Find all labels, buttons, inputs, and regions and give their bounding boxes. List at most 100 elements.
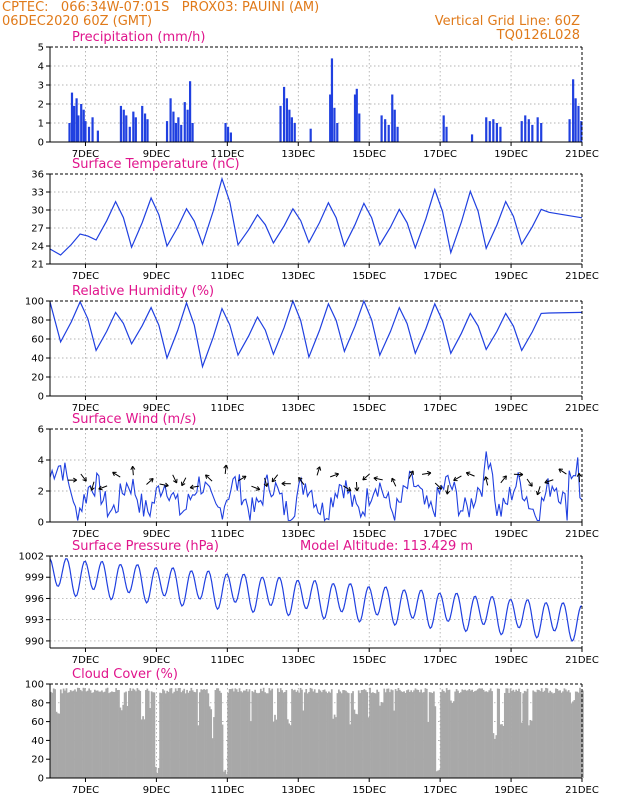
x-tick-label: 11DEC [210,149,244,160]
cloud-bar [177,688,180,778]
cloud-bar [352,691,354,778]
cloud-bar [319,690,322,778]
cloud-bar [181,690,184,778]
wind-arrow-head [427,470,432,476]
cloud-bar [247,691,249,778]
x-tick-label: 13DEC [281,403,315,414]
cloud-bar [267,693,269,778]
precip-bar [499,126,502,142]
cloud-bar [326,693,329,778]
chart-panel: Surface Pressure (hPa) Model Altitude: 11… [19,539,599,666]
cloud-bar [316,692,319,778]
cloud-bar [550,692,553,778]
cloud-bar [82,687,85,778]
cloud-bar [154,766,157,778]
cloud-bar [369,687,371,778]
cloud-bar [196,689,198,778]
cloud-bar [159,692,161,778]
x-tick-label: 21DEC [565,149,599,160]
cloud-bar [234,688,237,778]
cloud-bar [562,691,564,778]
cloud-bar [342,690,344,778]
cloud-bar [400,691,403,778]
cloud-bar [225,774,228,778]
cloud-bar [65,688,68,778]
cloud-bar [538,689,540,778]
wind-arrow [343,485,352,492]
cloud-bar [74,689,76,778]
wind-arrow [146,478,154,485]
cloud-bar [520,722,523,778]
cloud-bar [268,688,271,778]
cloud-bar [167,691,170,778]
cloud-bar [248,689,251,778]
y-tick-label: 0 [38,774,44,785]
cloud-bar [296,690,299,778]
y-tick-label: 6 [38,425,44,436]
wind-arrow-head [536,490,541,496]
precip-bar [172,111,175,142]
y-tick-label: 993 [25,615,44,626]
cloud-bar [217,688,220,778]
wind-arrow-head [205,474,210,479]
cloud-bar [52,688,55,778]
x-tick-label: 15DEC [352,655,386,666]
x-tick-label: 13DEC [281,655,315,666]
cloud-bar [467,690,469,778]
wind-arrow-head [346,486,352,492]
y-tick-label: 20 [31,755,44,766]
cloud-bar [403,691,405,778]
wind-arrow-head [82,477,87,482]
cloud-bar [101,690,103,778]
wind-arrow-head [90,486,95,491]
cloud-bar [393,710,396,778]
cloud-bar [580,690,583,778]
cloud-bar [126,705,129,778]
precip-bar [226,126,230,142]
cloud-bar [193,691,196,778]
precip-bar [183,102,186,142]
cloud-bar [420,689,422,778]
precip-bar [568,119,571,142]
wind-arrow [558,468,567,475]
cloud-bar [61,693,64,778]
panel-title: Precipitation (mm/h) [72,30,205,45]
wind-arrow-head [519,471,524,477]
cloud-bar [140,719,143,778]
cloud-bar [197,725,200,778]
cloud-bar [454,691,457,778]
wind-arrow-head [465,471,471,477]
precip-bar [229,132,232,142]
cloud-bar [276,688,279,778]
cloud-bar [203,689,205,778]
precip-bar [122,109,125,142]
precip-bar [91,117,94,142]
precip-bar [141,105,144,142]
cloud-bar [275,719,278,778]
wind-arrow-head [528,482,533,487]
cloud-bar [381,702,384,778]
wind-arrow [446,485,449,495]
precip-bar [96,130,99,142]
cloud-bar [447,690,449,778]
chart-panel: Surface Temperature (nC) 7DEC 9DEC 11DEC 13D… [31,157,599,282]
cloud-bar [311,688,313,778]
cloud-bar [191,690,194,778]
cloud-bar [194,692,197,778]
wind-arrow-head [558,468,563,473]
y-tick-label: 60 [31,717,44,728]
precip-bar [288,109,291,142]
cloud-bar [418,692,421,778]
wind-arrow-head [149,478,154,483]
cloud-bar [333,714,336,778]
cloud-bar [448,689,451,778]
y-tick-label: 2 [38,100,44,111]
precip-bar [70,92,74,142]
cloud-bar [401,691,404,778]
cloud-bar [58,713,61,778]
precip-bar [180,124,183,142]
wind-arrow [453,475,462,481]
cloud-bar [118,689,120,778]
precip-bar [82,109,85,142]
cloud-bar [103,691,106,778]
